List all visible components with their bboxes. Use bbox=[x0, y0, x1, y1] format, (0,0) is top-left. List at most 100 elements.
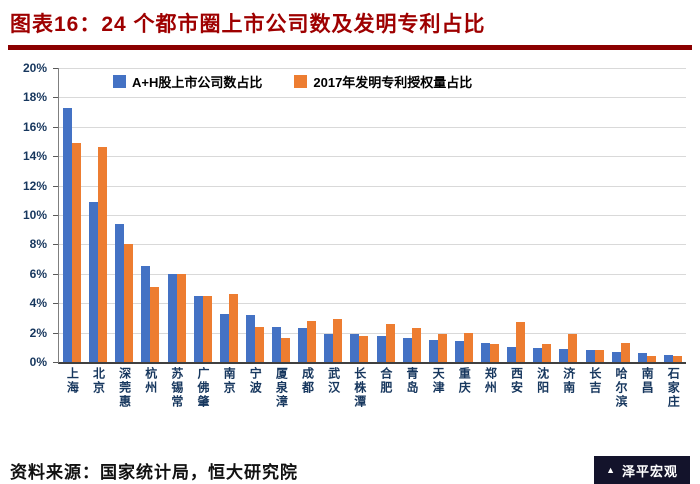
bar-patents bbox=[490, 344, 500, 362]
bar-listed-companies bbox=[454, 341, 464, 362]
bar-group: 南京 bbox=[216, 68, 242, 448]
bar-group: 南昌 bbox=[634, 68, 660, 448]
y-axis: 0% 2% 4% 6% 8% 10% 12% 14% 16% 18% 20% bbox=[8, 61, 58, 369]
y-tick-mark bbox=[53, 244, 58, 246]
bars bbox=[454, 68, 473, 362]
y-tick-label: 8% bbox=[29, 237, 47, 252]
bar-listed-companies bbox=[324, 334, 334, 362]
bar-listed-companies bbox=[533, 348, 543, 362]
bars bbox=[507, 68, 526, 362]
brand-logo-icon: ▲ bbox=[606, 465, 616, 475]
bar-patents bbox=[307, 320, 317, 362]
bars bbox=[637, 68, 656, 362]
x-axis-label: 广佛肇 bbox=[195, 367, 210, 409]
bar-listed-companies bbox=[298, 328, 308, 362]
y-tick-mark bbox=[53, 362, 58, 363]
bars bbox=[402, 68, 421, 362]
bar-group: 天津 bbox=[425, 68, 451, 448]
y-tick-label: 12% bbox=[22, 178, 47, 193]
bar-group: 哈尔滨 bbox=[608, 68, 634, 448]
bar-patents bbox=[620, 342, 630, 362]
bar-patents bbox=[568, 334, 578, 362]
x-axis-label: 上海 bbox=[65, 367, 80, 395]
bars bbox=[428, 68, 447, 362]
y-tick-label: 16% bbox=[22, 119, 47, 134]
footer: 资料来源：国家统计局，恒大研究院 ▲ 泽平宏观 bbox=[8, 456, 692, 484]
x-axis-label: 沈阳 bbox=[535, 367, 550, 395]
bars bbox=[533, 68, 552, 362]
bar-listed-companies bbox=[611, 351, 621, 362]
bar-listed-companies bbox=[89, 201, 99, 362]
bar-patents bbox=[437, 334, 447, 362]
brand-badge: ▲ 泽平宏观 bbox=[594, 456, 690, 484]
x-axis-label: 西安 bbox=[509, 367, 524, 395]
bars bbox=[193, 68, 212, 362]
gridline bbox=[59, 332, 686, 334]
bar-group: 宁波 bbox=[242, 68, 268, 448]
bar-listed-companies bbox=[167, 273, 177, 362]
plot-area bbox=[58, 68, 686, 364]
y-tick-label: 10% bbox=[22, 208, 47, 222]
y-tick-mark bbox=[53, 215, 58, 216]
y-tick-label: 6% bbox=[29, 266, 47, 281]
x-axis-label: 杭州 bbox=[143, 367, 158, 395]
bar-listed-companies bbox=[193, 295, 203, 362]
legend-item-companies: A+H股上市公司数占比 bbox=[113, 72, 262, 91]
y-tick-mark bbox=[53, 97, 58, 99]
bar-listed-companies bbox=[637, 353, 647, 362]
bar-group: 上海 bbox=[59, 68, 85, 448]
bar-patents bbox=[150, 287, 160, 362]
x-axis-label: 济南 bbox=[561, 367, 576, 395]
bar-group: 合肥 bbox=[373, 68, 399, 448]
x-axis-label: 宁波 bbox=[248, 367, 263, 395]
y-tick-label: 20% bbox=[22, 61, 47, 75]
bar-patents bbox=[72, 142, 82, 362]
x-axis-label: 合肥 bbox=[378, 367, 393, 395]
bar-listed-companies bbox=[481, 342, 491, 362]
bar-listed-companies bbox=[63, 107, 73, 362]
legend: A+H股上市公司数占比 2017年发明专利授权量占比 bbox=[113, 72, 472, 91]
gridline bbox=[59, 156, 686, 158]
bars bbox=[376, 68, 395, 362]
bars bbox=[115, 68, 134, 362]
gridline bbox=[59, 215, 686, 216]
bar-group: 沈阳 bbox=[529, 68, 555, 448]
gridline bbox=[59, 273, 686, 275]
bar-listed-companies bbox=[272, 326, 282, 362]
y-tick-label: 18% bbox=[22, 90, 47, 105]
bars bbox=[663, 68, 682, 362]
bar-listed-companies bbox=[402, 338, 412, 362]
bars bbox=[245, 68, 264, 362]
x-axis-label: 石家庄 bbox=[666, 367, 681, 409]
bar-patents bbox=[228, 294, 238, 362]
y-tick-mark bbox=[53, 68, 58, 69]
title-divider bbox=[8, 45, 692, 50]
bar-group: 长吉 bbox=[582, 68, 608, 448]
bar-group: 深莞惠 bbox=[111, 68, 137, 448]
gridline bbox=[59, 97, 686, 99]
x-axis-label: 南昌 bbox=[640, 367, 655, 395]
bars bbox=[324, 68, 343, 362]
x-axis-label: 重庆 bbox=[457, 367, 472, 395]
y-tick-label: 4% bbox=[29, 296, 47, 311]
legend-swatch-orange-icon bbox=[294, 75, 308, 88]
x-axis-label: 厦泉漳 bbox=[274, 367, 289, 409]
bar-patents bbox=[176, 273, 186, 362]
gridline bbox=[59, 126, 686, 128]
bar-patents bbox=[254, 326, 264, 362]
bar-group: 武汉 bbox=[320, 68, 346, 448]
legend-label-patents: 2017年发明专利授权量占比 bbox=[313, 75, 473, 90]
bar-group: 济南 bbox=[555, 68, 581, 448]
bars bbox=[559, 68, 578, 362]
bar-patents bbox=[672, 356, 682, 362]
bar-patents bbox=[98, 147, 108, 362]
y-tick-mark bbox=[53, 303, 58, 305]
y-tick-mark bbox=[53, 273, 58, 275]
bar-listed-companies bbox=[219, 313, 229, 362]
bar-patents bbox=[646, 356, 656, 362]
bars bbox=[481, 68, 500, 362]
bar-patents bbox=[542, 344, 552, 362]
bar-listed-companies bbox=[507, 347, 517, 362]
bars bbox=[141, 68, 160, 362]
bar-patents bbox=[594, 350, 604, 362]
